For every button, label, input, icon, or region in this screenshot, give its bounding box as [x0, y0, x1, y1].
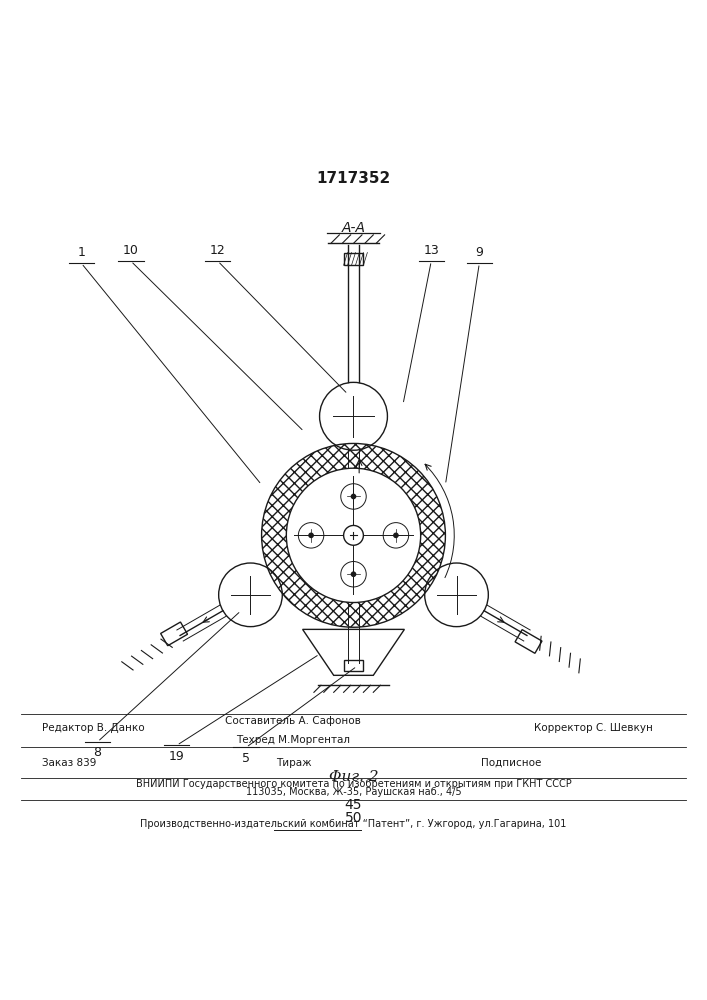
Text: 19: 19 — [169, 750, 185, 763]
Text: 45: 45 — [345, 798, 362, 812]
Text: 13: 13 — [423, 244, 439, 257]
Text: A-A: A-A — [341, 221, 366, 235]
Bar — [160, 622, 187, 646]
Circle shape — [351, 572, 356, 576]
Circle shape — [344, 525, 363, 545]
Text: Составитель А. Сафонов: Составитель А. Сафонов — [226, 716, 361, 726]
Text: 12: 12 — [210, 244, 226, 257]
Text: Тираж: Тираж — [276, 758, 311, 768]
Text: Производственно-издательский комбинат “Патент”, г. Ужгород, ул.Гагарина, 101: Производственно-издательский комбинат “П… — [140, 819, 567, 829]
Text: 1717352: 1717352 — [316, 171, 391, 186]
Text: ВНИИПИ Государственного комитета по изобретениям и открытиям при ГКНТ СССР: ВНИИПИ Государственного комитета по изоб… — [136, 779, 571, 789]
Text: 50: 50 — [345, 811, 362, 825]
Bar — [344, 253, 363, 265]
Bar — [515, 630, 542, 653]
Text: Подписное: Подписное — [481, 758, 541, 768]
Text: 10: 10 — [123, 244, 139, 257]
Text: Редактор В. Данко: Редактор В. Данко — [42, 723, 145, 733]
Bar — [344, 660, 363, 671]
Text: 9: 9 — [475, 246, 484, 259]
Text: Техред М.Моргентал: Техред М.Моргентал — [236, 735, 351, 745]
Text: Заказ 839: Заказ 839 — [42, 758, 97, 768]
Text: Φиг. 2: Φиг. 2 — [329, 770, 378, 784]
Text: 8: 8 — [93, 746, 102, 759]
Text: Корректор С. Шевкун: Корректор С. Шевкун — [534, 723, 653, 733]
Text: 113035, Москва, Ж-35, Раушская наб., 4/5: 113035, Москва, Ж-35, Раушская наб., 4/5 — [246, 787, 461, 797]
Circle shape — [394, 533, 398, 537]
Text: 5: 5 — [242, 752, 250, 765]
Circle shape — [351, 494, 356, 499]
Text: 1: 1 — [77, 246, 86, 259]
Circle shape — [309, 533, 313, 537]
